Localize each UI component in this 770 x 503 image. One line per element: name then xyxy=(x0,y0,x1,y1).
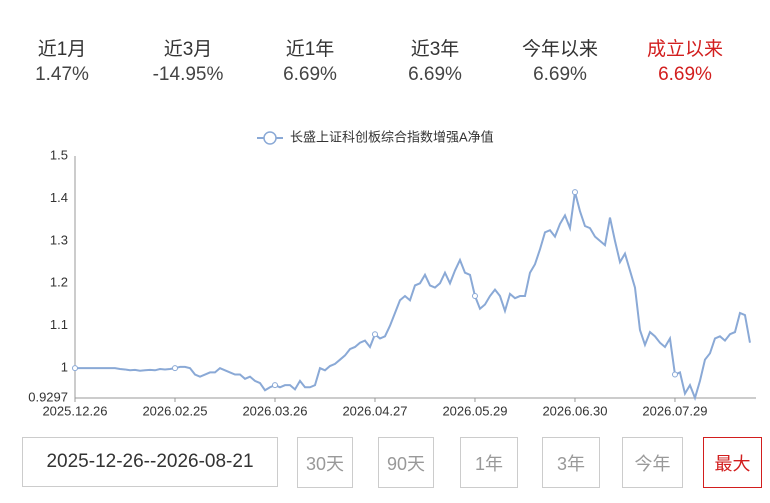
separator: -- xyxy=(143,451,157,472)
point-marker xyxy=(271,382,278,389)
x-tick-label: 2026.02.25 xyxy=(142,403,207,418)
chart: 0.9297 1 1.1 1.2 1.3 1.4 1.5 2025.12.26 2026.02.… xyxy=(28,129,756,418)
point-marker xyxy=(471,293,478,300)
y-tick-label: 1.3 xyxy=(50,232,68,247)
stat: 近1年 6.69% xyxy=(248,34,372,86)
stat-value: 1.47% xyxy=(35,64,89,85)
x-tick-label: 2026.06.30 xyxy=(542,403,607,418)
stat-label: 近1年 xyxy=(285,39,335,60)
point-marker xyxy=(571,189,578,196)
range-button[interactable]: 1年 xyxy=(460,437,518,488)
stat-label: 近3年 xyxy=(410,39,460,60)
stat-label: 近3月 xyxy=(163,39,213,60)
stat: 成立以来 6.69% xyxy=(623,34,747,86)
y-tick-label: 1 xyxy=(61,360,68,375)
stat: 近1月 1.47% xyxy=(0,34,124,86)
range-button[interactable]: 最大 xyxy=(703,437,762,488)
point-marker xyxy=(371,331,378,338)
end-date[interactable]: 2026-08-21 xyxy=(156,451,254,472)
stat-value: 6.69% xyxy=(533,64,587,85)
stat-label: 今年以来 xyxy=(521,39,598,60)
line xyxy=(75,191,751,401)
stat-value: 6.69% xyxy=(658,64,712,85)
range-button[interactable]: 今年 xyxy=(622,437,683,488)
stat: 今年以来 6.69% xyxy=(498,34,622,86)
point-marker xyxy=(72,365,78,372)
y-tick-label: 1.2 xyxy=(50,275,68,290)
y-tick-label: 1.4 xyxy=(50,190,68,205)
stat-label: 近1月 xyxy=(37,39,87,60)
range-button[interactable]: 3年 xyxy=(542,437,600,488)
y-tick-label: 0.9297 xyxy=(28,389,68,404)
x-tick-label: 2026.05.29 xyxy=(442,403,507,418)
stat: 近3月 -14.95% xyxy=(126,34,250,86)
range-button[interactable]: 30天 xyxy=(297,437,353,488)
stat: 近3年 6.69% xyxy=(373,34,497,86)
date-range[interactable]: 2025-12-26 -- 2026-08-21 xyxy=(22,437,278,487)
x-tick-label: 2026.07.29 xyxy=(642,403,707,418)
legend-label: 长盛上证科创板综合指数增强A净值 xyxy=(290,129,494,144)
x-tick-label: 2026.03.26 xyxy=(242,403,307,418)
range-button[interactable]: 90天 xyxy=(378,437,434,488)
stat-value: 6.69% xyxy=(408,64,462,85)
stat-value: -14.95% xyxy=(152,64,224,85)
legend-marker xyxy=(263,131,277,145)
y-tick-label: 1.5 xyxy=(50,147,68,162)
stat-value: 6.69% xyxy=(283,64,337,85)
point-marker xyxy=(171,365,178,372)
start-date[interactable]: 2025-12-26 xyxy=(46,451,144,472)
x-tick-label: 2025.12.26 xyxy=(42,403,107,418)
x-tick-label: 2026.04.27 xyxy=(342,403,407,418)
stat-label: 成立以来 xyxy=(646,39,723,60)
point-marker xyxy=(671,371,678,378)
y-tick-label: 1.1 xyxy=(50,317,68,332)
